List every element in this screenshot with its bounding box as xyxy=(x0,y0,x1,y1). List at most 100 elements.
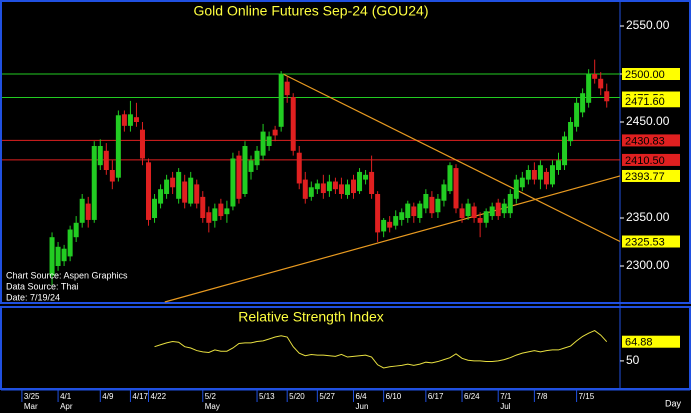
candle-body xyxy=(423,194,429,209)
candle-body xyxy=(194,184,200,204)
candle-body xyxy=(272,129,278,136)
x-tick-label: 7/1 xyxy=(500,392,512,401)
candle-body xyxy=(146,162,152,220)
candle-body xyxy=(543,171,549,185)
x-tick-label: 4/1 xyxy=(60,392,72,401)
y-tick-label: 2550.00 xyxy=(626,18,670,32)
candle-body xyxy=(290,97,296,151)
candle-body xyxy=(513,179,519,199)
month-label: Apr xyxy=(60,402,73,411)
candle-body xyxy=(67,229,73,257)
last-price-box xyxy=(622,95,680,108)
chart-title: Gold Online Futures Sep-24 (GOU24) xyxy=(194,3,429,19)
candle-body xyxy=(453,168,459,209)
candle-body xyxy=(465,203,471,217)
candle-body xyxy=(115,115,121,178)
trendline-label: 2325.53 xyxy=(625,236,665,248)
candle-body xyxy=(49,237,55,276)
candle-body xyxy=(206,212,212,223)
x-tick-label: 5/20 xyxy=(289,392,305,401)
candle-body xyxy=(158,189,164,204)
candle-body xyxy=(236,155,242,199)
trendline-box xyxy=(622,169,680,182)
candle-body xyxy=(393,216,399,226)
y-tick-label: 2350.00 xyxy=(626,210,670,224)
x-tick-label: 5/27 xyxy=(319,392,335,401)
y-tick-label: 2300.00 xyxy=(626,258,670,272)
candle-body xyxy=(242,146,248,194)
x-tick-label: 3/25 xyxy=(24,392,40,401)
candle-body xyxy=(441,184,447,201)
candle-body xyxy=(363,174,369,180)
candle-body xyxy=(375,194,381,233)
candle-body xyxy=(212,208,218,221)
candle-body xyxy=(278,74,284,127)
candle-body xyxy=(302,179,308,199)
x-tick-label: 7/15 xyxy=(579,392,595,401)
level-label: 2500.00 xyxy=(625,69,665,81)
candle-body xyxy=(568,122,574,142)
level-box xyxy=(622,153,680,166)
x-tick-label: 4/22 xyxy=(151,392,167,401)
trendline-box xyxy=(622,235,680,248)
candle-body xyxy=(182,181,188,203)
source-note: Date: 7/19/24 xyxy=(6,292,60,302)
candle-body xyxy=(170,177,176,188)
rsi-line xyxy=(154,330,608,369)
candle-body xyxy=(176,171,182,199)
candle-body xyxy=(519,177,525,188)
rsi-title: Relative Strength Index xyxy=(238,309,384,325)
candle-body xyxy=(338,184,344,194)
candle-body xyxy=(121,114,127,126)
source-note: Chart Source: Aspen Graphics xyxy=(6,270,128,280)
candle-body xyxy=(230,158,236,207)
candle-body xyxy=(200,196,206,218)
candle-body xyxy=(357,171,363,192)
main-panel xyxy=(0,0,691,304)
candle-body xyxy=(507,194,513,214)
y-tick-label: 2450.00 xyxy=(626,114,670,128)
level-box xyxy=(622,68,680,80)
x-tick-label: 5/13 xyxy=(259,392,275,401)
x-tick-label: 6/10 xyxy=(386,392,402,401)
candle-body xyxy=(314,183,320,190)
candle-body xyxy=(308,187,314,197)
candle-body xyxy=(139,129,145,159)
candle-body xyxy=(152,198,158,218)
candle-body xyxy=(260,131,266,156)
candle-body xyxy=(459,208,465,218)
candle-body xyxy=(586,74,592,103)
month-label: May xyxy=(205,402,220,411)
candle-body xyxy=(61,248,67,262)
rsi-last-label: 64.88 xyxy=(625,337,653,349)
candle-body xyxy=(326,181,332,192)
candle-body xyxy=(574,102,580,127)
x-tick-label: 5/2 xyxy=(205,392,217,401)
candle-body xyxy=(483,211,489,223)
candle-body xyxy=(254,150,260,166)
candle-body xyxy=(248,160,254,172)
candle-body xyxy=(531,170,537,180)
candle-body xyxy=(369,171,375,194)
candle-body xyxy=(525,170,531,180)
candle-body xyxy=(218,203,224,217)
candle-body xyxy=(344,184,350,195)
x-tick-label: 4/9 xyxy=(102,392,114,401)
candle-body xyxy=(320,183,326,194)
candle-body xyxy=(109,170,115,182)
last-price-label: 2471.60 xyxy=(625,96,665,108)
candle-body xyxy=(562,136,568,166)
candle-body xyxy=(55,246,61,266)
candle-body xyxy=(296,152,302,184)
level-label: 2430.83 xyxy=(625,135,665,147)
candle-body xyxy=(103,150,109,170)
candle-body xyxy=(429,196,435,214)
candle-body xyxy=(405,203,411,218)
candle-body xyxy=(549,165,555,185)
x-unit: Day xyxy=(665,398,682,408)
candle-body xyxy=(188,177,194,204)
candle-body xyxy=(351,179,357,194)
candle-body xyxy=(332,181,338,190)
candle-body xyxy=(604,91,610,102)
